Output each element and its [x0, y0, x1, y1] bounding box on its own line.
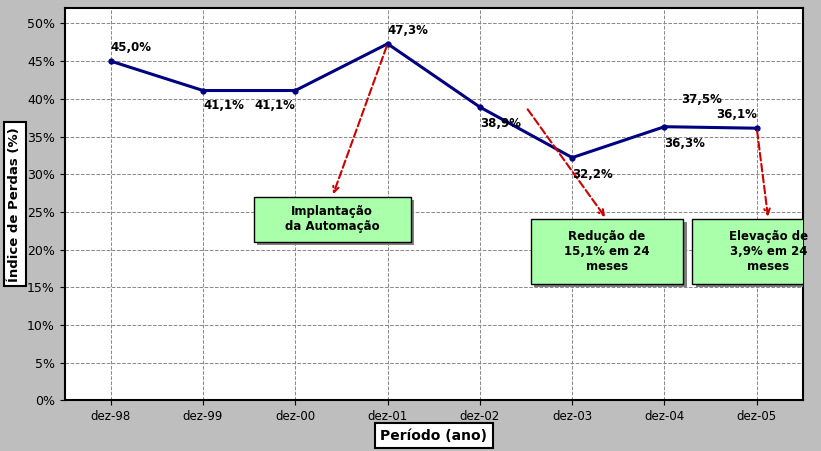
Text: 41,1%: 41,1% [255, 99, 296, 112]
Text: 37,5%: 37,5% [681, 93, 722, 106]
FancyBboxPatch shape [530, 220, 683, 284]
Text: Redução de
15,1% em 24
meses: Redução de 15,1% em 24 meses [564, 230, 649, 273]
Text: 45,0%: 45,0% [111, 41, 152, 54]
FancyBboxPatch shape [258, 200, 415, 245]
Text: Implantação
da Automação: Implantação da Automação [285, 206, 379, 234]
FancyBboxPatch shape [696, 222, 821, 286]
Text: 32,2%: 32,2% [572, 168, 613, 181]
Text: 36,3%: 36,3% [664, 137, 705, 150]
X-axis label: Período (ano): Período (ano) [380, 428, 488, 443]
Y-axis label: Índice de Perdas (%): Índice de Perdas (%) [8, 127, 21, 282]
Text: 41,1%: 41,1% [203, 99, 244, 112]
FancyBboxPatch shape [254, 197, 410, 242]
FancyBboxPatch shape [692, 220, 821, 284]
Text: Elevação de
3,9% em 24
meses: Elevação de 3,9% em 24 meses [729, 230, 808, 273]
Text: 38,9%: 38,9% [480, 117, 521, 130]
Text: 47,3%: 47,3% [388, 24, 429, 37]
FancyBboxPatch shape [534, 222, 686, 286]
Text: 36,1%: 36,1% [716, 108, 757, 121]
